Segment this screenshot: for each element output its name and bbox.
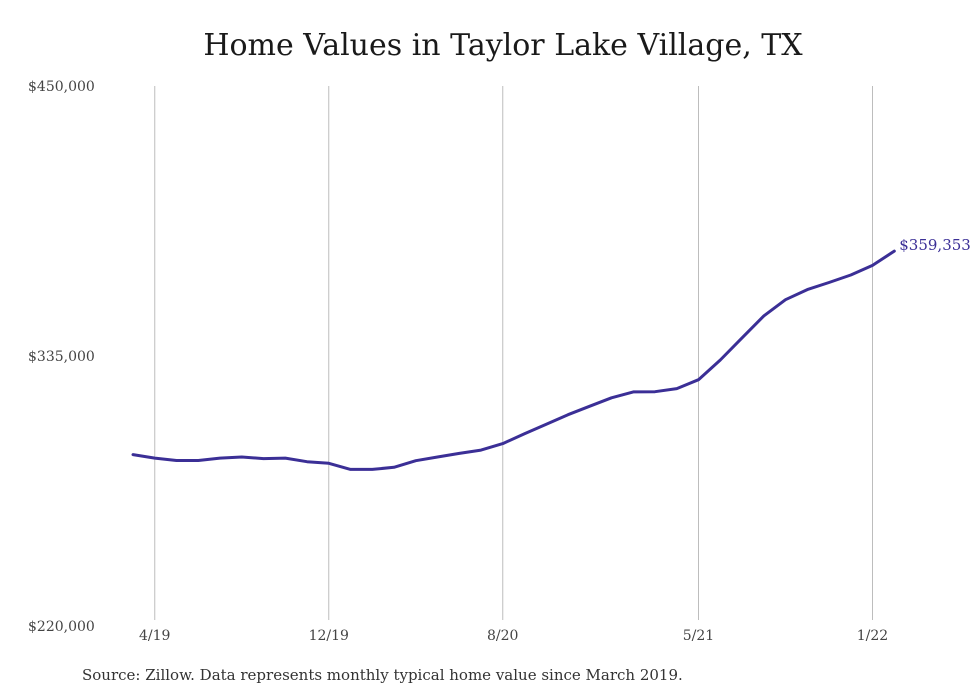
axis-labels: 4/19 12/19 8/20 5/21 1/22 $450,000 $335,000 $22… xyxy=(28,79,888,644)
gridlines xyxy=(154,86,873,620)
source-note: Source: Zillow. Data represents monthly … xyxy=(82,666,683,684)
series-line xyxy=(131,249,896,471)
x-tick-label: 8/20 xyxy=(487,628,518,644)
x-tick-label: 1/22 xyxy=(857,628,888,644)
chart-title: Home Values in Taylor Lake Village, TX xyxy=(203,28,803,63)
x-tick-label: 4/19 xyxy=(139,628,170,644)
y-tick-label: $450,000 xyxy=(28,79,95,95)
y-tick-label: $335,000 xyxy=(28,349,95,365)
x-tick-label: 12/19 xyxy=(309,628,349,644)
end-value-label: $359,353 xyxy=(899,236,971,254)
x-tick-label: 5/21 xyxy=(683,628,714,644)
y-tick-label: $220,000 xyxy=(28,619,95,635)
series-layer: $359,353 xyxy=(131,236,971,471)
